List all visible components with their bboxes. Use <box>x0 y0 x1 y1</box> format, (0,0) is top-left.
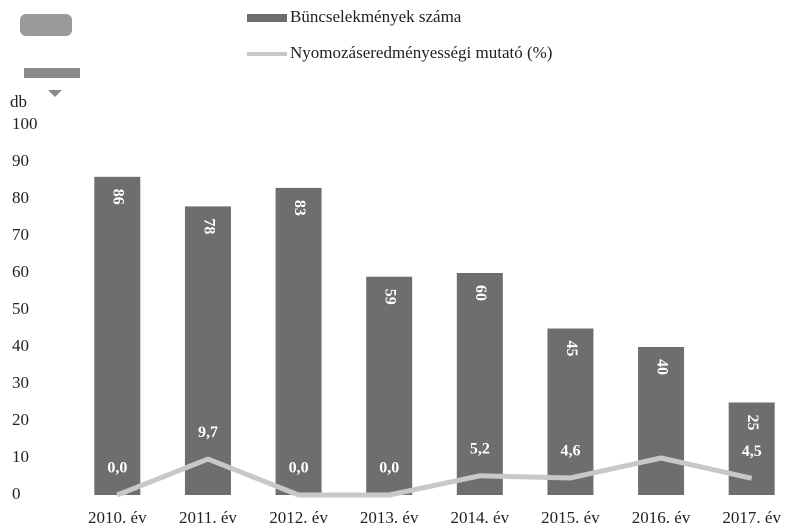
legend-label: Büncselekmények száma <box>290 7 462 26</box>
bar-label: 83 <box>291 200 308 216</box>
y-axis-label: db <box>10 92 27 111</box>
x-tick-label: 2010. év <box>88 508 147 527</box>
y-tick-label: 100 <box>12 114 38 133</box>
y-tick-label: 10 <box>12 447 29 466</box>
y-tick-label: 20 <box>12 410 29 429</box>
x-tick-label: 2012. év <box>269 508 328 527</box>
bar-label: 40 <box>653 359 670 375</box>
y-tick-label: 60 <box>12 262 29 281</box>
bar <box>638 347 685 495</box>
bar-label: 59 <box>382 289 399 305</box>
x-tick-label: 2015. év <box>541 508 600 527</box>
x-tick-label: 2014. év <box>451 508 510 527</box>
x-tick-label: 2017. év <box>722 508 781 527</box>
legend-label: Nyomozáseredményességi mutató (%) <box>290 43 552 62</box>
logo <box>20 14 80 97</box>
bar-label: 86 <box>110 189 127 205</box>
bar <box>366 276 413 495</box>
y-tick-label: 30 <box>12 373 29 392</box>
x-tick-label: 2013. év <box>360 508 419 527</box>
line-label: 4,5 <box>742 443 762 460</box>
line <box>116 455 753 498</box>
line-label: 0,0 <box>289 460 309 477</box>
line-label: 5,2 <box>470 440 490 457</box>
bar-label: 25 <box>744 415 761 431</box>
bar <box>547 328 594 495</box>
line-label: 4,6 <box>560 443 580 460</box>
bar <box>275 187 322 495</box>
bar <box>456 273 503 495</box>
line-label: 0,0 <box>107 460 127 477</box>
y-tick-label: 0 <box>12 484 21 503</box>
legend-swatch <box>247 14 287 22</box>
bar-label: 60 <box>472 285 489 301</box>
x-tick-label: 2016. év <box>632 508 691 527</box>
y-tick-label: 80 <box>12 188 29 207</box>
bar <box>184 206 231 495</box>
x-tick-label: 2011. év <box>179 508 237 527</box>
bar-label: 45 <box>563 341 580 357</box>
bar <box>728 402 775 495</box>
bar <box>94 176 141 496</box>
y-tick-label: 70 <box>12 225 29 244</box>
bar-label: 78 <box>200 218 217 234</box>
y-tick-label: 50 <box>12 299 29 318</box>
line-label: 9,7 <box>198 424 218 441</box>
y-tick-label: 90 <box>12 151 29 170</box>
line-label: 0,0 <box>379 460 399 477</box>
y-tick-label: 40 <box>12 336 29 355</box>
